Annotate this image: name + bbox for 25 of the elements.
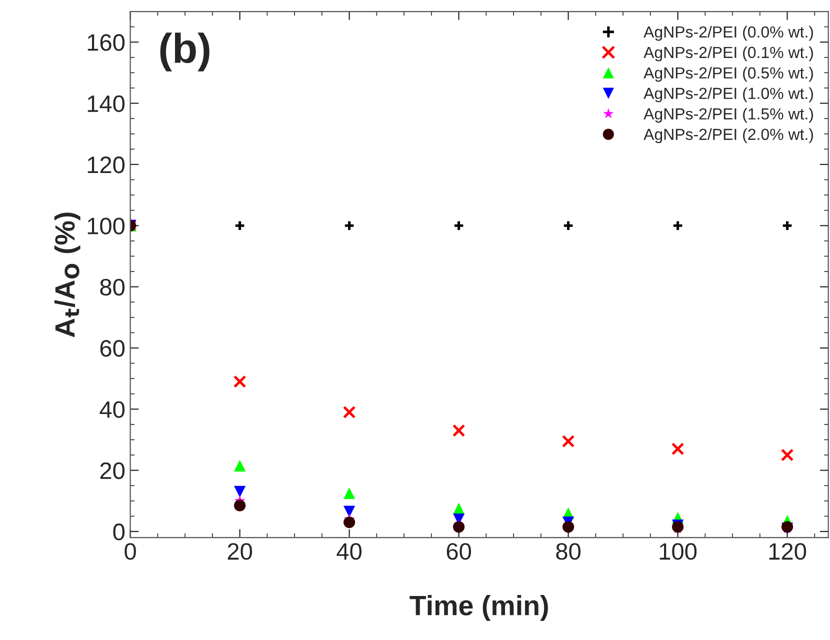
legend-label: AgNPs-2/PEI (0.5% wt.): [644, 66, 813, 82]
x-tick-label: 0: [124, 543, 136, 560]
y-tick-label: 40: [100, 401, 125, 418]
legend-label: AgNPs-2/PEI (2.0% wt.): [644, 128, 813, 144]
legend-label: AgNPs-2/PEI (1.0% wt.): [644, 87, 813, 102]
y-tick-label: 80: [100, 278, 125, 296]
x-tick-label: 120: [769, 543, 806, 560]
x-tick-label: 20: [228, 543, 252, 560]
legend-label: AgNPs-2/PEI (1.5% wt.): [644, 108, 813, 123]
x-tick-label: 40: [336, 543, 362, 560]
x-tick-label: 80: [556, 543, 580, 560]
y-tick-label: 160: [88, 34, 125, 51]
y-tick-label: 20: [100, 462, 125, 480]
x-axis-title: Time (min): [410, 595, 548, 621]
legend-label: AgNPs-2/PEI (0.1% wt.): [644, 46, 813, 62]
y-tick-label: 100: [88, 218, 125, 234]
legend-label: AgNPs-2/PEI (0.0% wt.): [644, 26, 813, 41]
y-axis-title: A$_{t}$/A$_{O}$ (%): [54, 212, 80, 338]
y-tick-label: 0: [113, 524, 125, 540]
y-tick-label: 140: [88, 95, 125, 112]
x-tick-label: 100: [660, 543, 697, 560]
y-tick-label: 60: [100, 340, 125, 357]
y-tick-label: 120: [88, 156, 125, 174]
x-tick-label: 60: [446, 543, 472, 560]
annotation: (b): [160, 32, 210, 72]
